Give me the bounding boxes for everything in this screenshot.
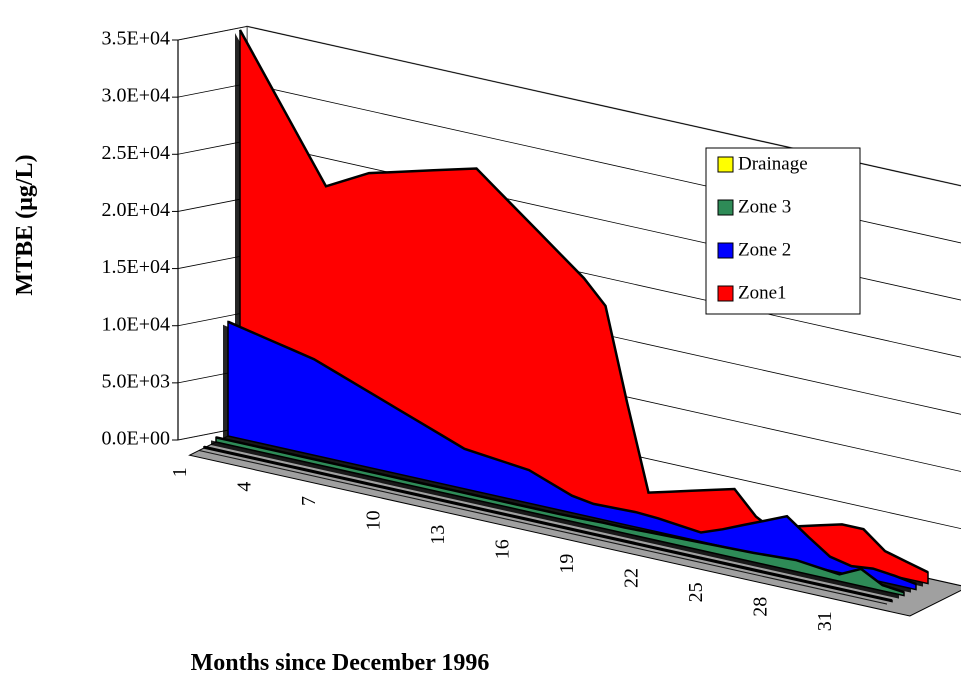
x-tick-label: 4 bbox=[234, 482, 256, 492]
legend-swatch bbox=[717, 242, 734, 259]
x-axis-title: Months since December 1996 bbox=[191, 650, 490, 676]
x-tick-label: 28 bbox=[750, 597, 772, 617]
y-tick-label: 1.5E+04 bbox=[102, 256, 171, 278]
side-grid-line bbox=[177, 26, 248, 41]
x-tick-label: 10 bbox=[363, 510, 385, 530]
legend-label: Zone 3 bbox=[738, 196, 791, 217]
y-tick-label: 1.0E+04 bbox=[102, 313, 171, 335]
x-tick-label: 16 bbox=[492, 539, 514, 559]
x-tick-label: 22 bbox=[621, 568, 643, 588]
x-tick-label: 7 bbox=[298, 496, 320, 506]
y-tick-label: 2.5E+04 bbox=[102, 142, 171, 164]
x-tick-label: 19 bbox=[556, 554, 578, 574]
legend-swatch bbox=[717, 156, 734, 173]
area-ridge bbox=[215, 436, 905, 594]
legend-swatch bbox=[717, 199, 734, 216]
y-tick-label: 3.5E+04 bbox=[102, 28, 171, 50]
area-ridge bbox=[227, 320, 917, 586]
legend-swatch bbox=[717, 285, 734, 302]
area-depth bbox=[199, 449, 887, 605]
area-ridge bbox=[203, 445, 893, 602]
legend-label: Zone1 bbox=[738, 282, 787, 303]
legend-label: Drainage bbox=[738, 153, 808, 174]
area-ridge bbox=[238, 29, 929, 574]
legend-label: Zone 2 bbox=[738, 239, 791, 260]
y-tick-label: 2.0E+04 bbox=[102, 199, 171, 221]
x-tick-label: 1 bbox=[169, 467, 191, 477]
legend: Drainage Zone 3 Zone 2 Zone1 bbox=[705, 147, 861, 315]
y-tick-label: 0.0E+00 bbox=[102, 428, 171, 450]
y-axis-title: MTBE (µg/L) bbox=[12, 154, 38, 295]
x-tick-label: 31 bbox=[814, 611, 836, 631]
y-tick-label: 5.0E+03 bbox=[102, 370, 171, 392]
y-tick-label: 3.0E+04 bbox=[102, 85, 171, 107]
x-tick-label: 25 bbox=[685, 582, 707, 602]
x-tick-label: 13 bbox=[427, 525, 449, 545]
